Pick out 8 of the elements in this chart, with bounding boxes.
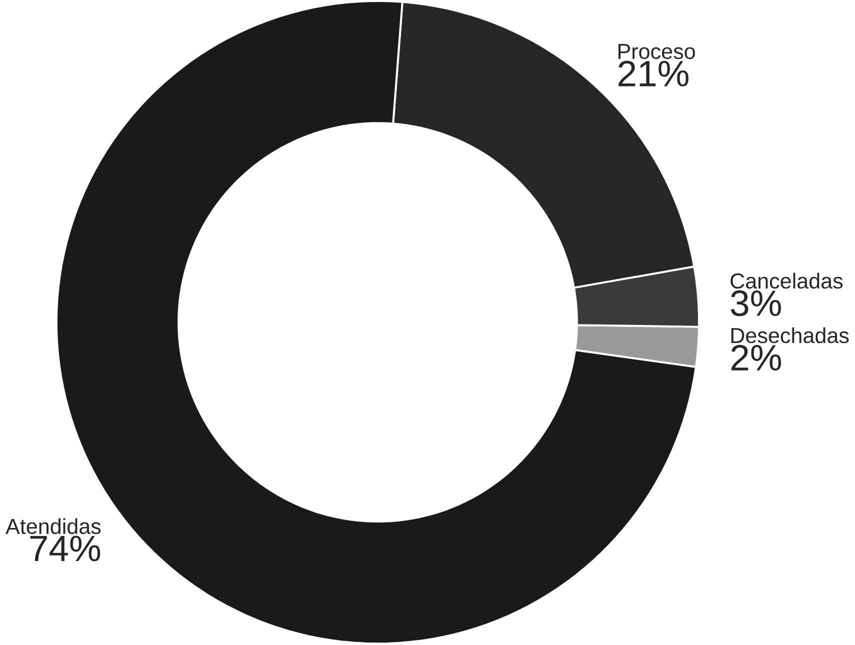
slice-label: Proceso [618,44,695,60]
slice-label: Desechadas [731,328,849,344]
data-label: 3% [730,290,781,316]
slice-label: Atendidas [6,518,101,534]
slice-label: Canceladas [730,272,843,289]
data-label: 21% [618,60,688,87]
data-label: 2% [731,345,782,371]
data-label: 74% [30,536,100,562]
